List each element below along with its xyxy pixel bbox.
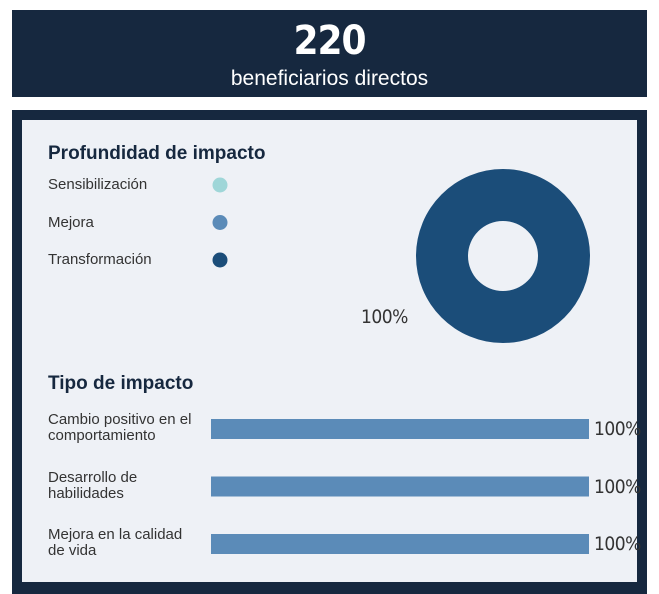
- value-label: 100%: [594, 418, 641, 440]
- chart-title: Profundidad de impacto: [48, 143, 266, 164]
- bar: [211, 476, 589, 497]
- category-label: Cambio positivo en el comportamiento: [48, 411, 192, 444]
- header-bar: [12, 10, 647, 97]
- legend-dot: [212, 215, 228, 230]
- header-label: beneficiarios directos: [230, 67, 429, 90]
- bar: [211, 419, 589, 439]
- legend-dot: [212, 252, 228, 268]
- donut-segment: [416, 169, 590, 343]
- legend-label: Mejora: [48, 213, 94, 231]
- chart-title: Tipo de impacto: [48, 373, 194, 394]
- value-label: 100%: [594, 533, 641, 555]
- legend-dot: [212, 177, 228, 193]
- header-value: 220: [293, 18, 366, 64]
- category-label: Mejora en la calidad de vida: [48, 526, 183, 559]
- bar: [211, 534, 589, 554]
- value-label: 100%: [594, 475, 641, 498]
- value-label: 100%: [361, 306, 408, 328]
- legend-label: Sensibilización: [48, 176, 148, 193]
- legend-label: Transformación: [48, 251, 152, 268]
- category-label: Desarrollo de habilidades: [48, 468, 138, 502]
